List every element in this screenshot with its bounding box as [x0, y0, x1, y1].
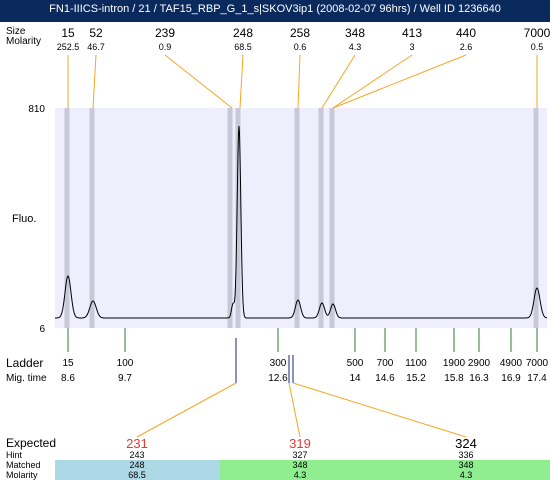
plot-area [55, 108, 547, 328]
ladder-size-label: 4900 [500, 358, 523, 369]
ladder-migtime-label: 17.4 [527, 373, 547, 384]
peak-size-label: 239 [155, 26, 175, 40]
lane-band [318, 108, 324, 328]
ladder-size-label: 15 [62, 358, 74, 369]
hint-value: 243 [129, 450, 144, 460]
peak-molarity-label: 3 [409, 42, 414, 52]
ladder-size-label: 100 [117, 358, 134, 369]
ladder-size-label: 1900 [443, 358, 466, 369]
ladder-header: Ladder [6, 356, 43, 370]
peak-molarity-label: 4.3 [349, 42, 362, 52]
fluorescence-trace [55, 125, 548, 319]
expected-connector [136, 382, 237, 438]
y-tick-label: 810 [28, 104, 45, 115]
title-bar: FN1-IIICS-intron / 21 / TAF15_RBP_G_1_s|… [0, 0, 550, 22]
ladder-size-label: 2900 [468, 358, 491, 369]
ladder-size-label: 7000 [526, 358, 549, 369]
peak-size-label: 440 [456, 26, 476, 40]
matched-molarity-value: 68.5 [128, 470, 146, 480]
peak-size-label: 413 [402, 26, 422, 40]
peak-molarity-label: 46.7 [87, 42, 105, 52]
peak-molarity-label: 0.9 [159, 42, 172, 52]
lane-band [89, 108, 95, 328]
hint-value: 336 [458, 450, 473, 460]
lane-band [235, 108, 241, 328]
ladder-size-label: 700 [377, 358, 394, 369]
peak-connector [332, 54, 413, 109]
ladder-migtime-label: 15.8 [444, 373, 464, 384]
peak-size-label: 52 [89, 26, 103, 40]
peak-size-label: 258 [290, 26, 310, 40]
peak-connector [332, 54, 467, 109]
molarity-bottom-header: Molarity [6, 470, 38, 480]
lane-band [227, 108, 233, 328]
molarity-header: Molarity [6, 36, 41, 47]
peak-connector [321, 54, 356, 109]
matched-molarity-value: 4.3 [460, 470, 473, 480]
peak-size-label: 15 [61, 26, 75, 40]
peak-size-header: Size [6, 26, 26, 37]
lane-band [294, 108, 300, 328]
peak-molarity-label: 68.5 [234, 42, 252, 52]
ladder-migtime-label: 15.2 [406, 373, 426, 384]
lane-band [329, 108, 335, 328]
peak-molarity-label: 0.6 [294, 42, 307, 52]
peak-molarity-label: 252.5 [57, 42, 80, 52]
expected-connector [288, 382, 301, 438]
matched-molarity-value: 4.3 [294, 470, 307, 480]
expected-header: Expected [6, 436, 56, 450]
hint-value: 327 [292, 450, 307, 460]
ladder-migtime-label: 8.6 [61, 373, 75, 384]
matched-value: 348 [458, 460, 473, 470]
y-tick-label: 6 [39, 324, 45, 335]
peak-connector [239, 54, 244, 109]
lane-band [533, 108, 539, 328]
lane-band [64, 108, 70, 328]
ladder-migtime-label: 14 [349, 373, 361, 384]
y-axis-label: Fluo. [12, 213, 36, 225]
ladder-migtime-label: 16.3 [469, 373, 489, 384]
matched-value: 248 [129, 460, 144, 470]
migtime-header: Mig. time [6, 373, 47, 384]
peak-size-label: 348 [345, 26, 365, 40]
ladder-size-label: 500 [347, 358, 364, 369]
matched-bar-green [220, 460, 550, 480]
expected-connector [292, 382, 467, 438]
matched-header: Matched [6, 460, 41, 470]
matched-bar-blue [55, 460, 220, 480]
chart-title: FN1-IIICS-intron / 21 / TAF15_RBP_G_1_s|… [49, 3, 501, 15]
ladder-migtime-label: 12.6 [268, 373, 288, 384]
peak-connector [297, 54, 301, 109]
ladder-migtime-label: 9.7 [118, 373, 132, 384]
hint-header: Hint [6, 450, 23, 460]
peak-molarity-label: 2.6 [460, 42, 473, 52]
peak-connector [164, 54, 233, 109]
peak-connector [92, 54, 97, 109]
peak-molarity-label: 0.5 [531, 42, 544, 52]
ladder-migtime-label: 14.6 [375, 373, 395, 384]
peak-size-label: 7000 [524, 26, 550, 40]
ladder-size-label: 1100 [405, 358, 427, 369]
expected-value: 231 [126, 436, 148, 451]
expected-value: 319 [289, 436, 311, 451]
peak-size-label: 248 [233, 26, 253, 40]
ladder-size-label: 300 [270, 358, 287, 369]
matched-value: 348 [292, 460, 307, 470]
ladder-migtime-label: 16.9 [501, 373, 521, 384]
expected-value: 324 [455, 436, 477, 451]
